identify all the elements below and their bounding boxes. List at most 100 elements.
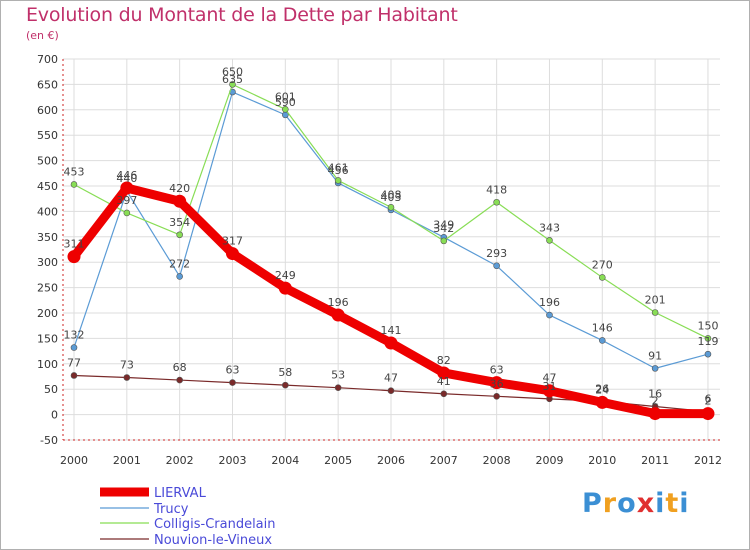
x-tick-label: 2006 bbox=[377, 454, 405, 467]
data-label: 2 bbox=[704, 395, 711, 408]
data-label: 342 bbox=[433, 222, 454, 235]
data-label: 141 bbox=[380, 324, 401, 337]
data-label: 403 bbox=[380, 191, 401, 204]
data-label: 63 bbox=[225, 364, 239, 377]
data-point bbox=[176, 231, 183, 239]
data-point bbox=[282, 381, 289, 389]
logo-letter: o bbox=[617, 488, 637, 519]
data-point bbox=[384, 336, 398, 350]
logo-letter: t bbox=[665, 488, 680, 519]
data-label: 132 bbox=[64, 329, 85, 342]
logo-letter: r bbox=[602, 488, 618, 519]
data-label: 408 bbox=[380, 188, 401, 201]
data-label: 349 bbox=[433, 218, 454, 231]
x-tick-label: 2011 bbox=[641, 454, 669, 467]
legend-label: Colligis-Crandelain bbox=[154, 517, 276, 532]
logo-letter: x bbox=[636, 488, 656, 519]
data-label: 453 bbox=[64, 165, 85, 178]
data-point bbox=[225, 247, 239, 261]
data-label: 420 bbox=[169, 182, 190, 195]
data-point bbox=[493, 393, 500, 400]
data-point bbox=[387, 387, 395, 395]
data-point bbox=[440, 390, 448, 398]
data-point bbox=[546, 311, 553, 319]
y-tick-label: 450 bbox=[37, 180, 58, 193]
chart-title: Evolution du Montant de la Dette par Hab… bbox=[26, 4, 458, 26]
data-label: 82 bbox=[437, 354, 451, 367]
data-label: 6 bbox=[704, 393, 711, 406]
data-point bbox=[67, 250, 81, 264]
data-label: 343 bbox=[539, 221, 560, 234]
y-tick-label: 100 bbox=[37, 358, 58, 371]
logo-letter: P bbox=[582, 488, 603, 519]
proxiti-logo: Proxiti bbox=[582, 488, 690, 519]
data-point bbox=[493, 198, 500, 206]
chart-unit-label: (en €) bbox=[26, 29, 59, 42]
data-label: 77 bbox=[67, 356, 81, 369]
y-tick-label: 250 bbox=[37, 282, 58, 295]
data-point bbox=[176, 376, 183, 384]
x-tick-label: 2002 bbox=[166, 454, 194, 467]
data-point bbox=[387, 204, 395, 211]
data-label: 601 bbox=[275, 90, 296, 103]
data-label: 461 bbox=[328, 161, 349, 174]
data-label: 650 bbox=[222, 65, 243, 78]
data-label: 31 bbox=[542, 380, 556, 393]
data-point bbox=[278, 281, 292, 295]
data-point bbox=[493, 262, 500, 270]
x-tick-label: 2005 bbox=[324, 454, 352, 467]
x-tick-label: 2009 bbox=[535, 454, 563, 467]
y-tick-label: 50 bbox=[44, 383, 58, 396]
data-label: 635 bbox=[222, 73, 243, 86]
data-label: 58 bbox=[278, 366, 292, 379]
data-point bbox=[282, 105, 289, 113]
data-point bbox=[598, 337, 606, 344]
data-label: 41 bbox=[437, 375, 451, 388]
legend-label: LIERVAL bbox=[154, 486, 207, 501]
data-label: 270 bbox=[592, 258, 613, 271]
data-label: 446 bbox=[116, 169, 137, 182]
y-tick-label: 400 bbox=[37, 205, 58, 218]
legend-label: Nouvion-le-Vineux bbox=[154, 533, 272, 548]
logo-letter: i bbox=[655, 488, 666, 519]
data-label: 440 bbox=[116, 172, 137, 185]
y-tick-label: 300 bbox=[37, 256, 58, 269]
y-tick-label: 550 bbox=[37, 129, 58, 142]
data-point bbox=[595, 395, 609, 409]
data-label: 201 bbox=[645, 293, 666, 306]
data-point bbox=[701, 407, 715, 421]
data-point bbox=[598, 274, 606, 281]
data-point bbox=[229, 81, 236, 88]
data-point bbox=[704, 335, 712, 342]
y-tick-label: 600 bbox=[37, 104, 58, 117]
data-label: 68 bbox=[173, 361, 187, 374]
data-label: 590 bbox=[275, 96, 296, 109]
x-tick-label: 2007 bbox=[430, 454, 458, 467]
data-label: 119 bbox=[697, 335, 718, 348]
y-tick-label: 500 bbox=[37, 155, 58, 168]
data-label: 456 bbox=[328, 164, 349, 177]
data-label: 150 bbox=[697, 319, 718, 332]
data-label: 47 bbox=[384, 372, 398, 385]
y-tick-label: 200 bbox=[37, 307, 58, 320]
data-label: 272 bbox=[169, 257, 190, 270]
data-label: 2 bbox=[652, 395, 659, 408]
data-point bbox=[70, 372, 78, 379]
data-label: 146 bbox=[592, 321, 613, 334]
data-label: 47 bbox=[542, 372, 556, 385]
x-tick-label: 2003 bbox=[218, 454, 246, 467]
x-tick-label: 2012 bbox=[694, 454, 722, 467]
y-tick-label: 350 bbox=[37, 231, 58, 244]
y-tick-label: -50 bbox=[40, 434, 58, 447]
data-label: 418 bbox=[486, 183, 507, 196]
data-point bbox=[334, 177, 342, 184]
data-point bbox=[648, 407, 662, 421]
data-label: 196 bbox=[539, 296, 560, 309]
data-point bbox=[651, 365, 659, 372]
data-point bbox=[334, 384, 342, 391]
data-label: 73 bbox=[120, 359, 134, 372]
data-label: 53 bbox=[331, 369, 345, 382]
x-tick-label: 2001 bbox=[113, 454, 141, 467]
data-point bbox=[123, 209, 131, 217]
